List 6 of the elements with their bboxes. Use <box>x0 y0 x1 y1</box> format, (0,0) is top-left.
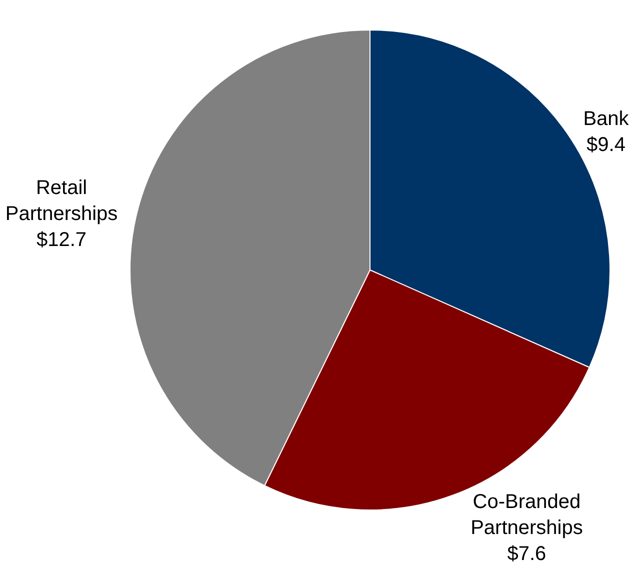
data-label: $12.7 <box>36 229 87 252</box>
data-label: $7.6 <box>507 543 546 566</box>
slice-label: Co-Branded Partnerships <box>470 491 583 540</box>
data-label: $9.4 <box>586 134 626 156</box>
slice-label: Bank <box>583 108 630 130</box>
slice-label: Retail Partnerships <box>5 177 118 226</box>
